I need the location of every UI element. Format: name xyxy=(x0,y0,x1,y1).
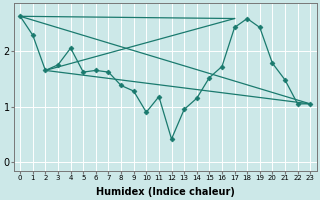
X-axis label: Humidex (Indice chaleur): Humidex (Indice chaleur) xyxy=(96,187,235,197)
